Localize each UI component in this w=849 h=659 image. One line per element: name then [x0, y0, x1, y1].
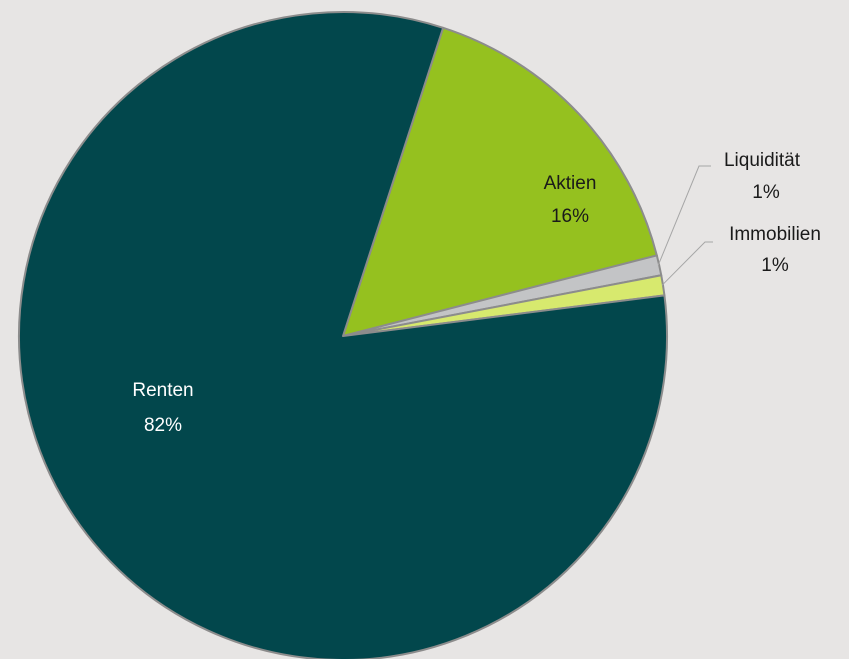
pie-slice-aktien [342, 26, 658, 337]
pie-slices [18, 11, 668, 659]
pie-slice-renten [18, 11, 668, 659]
slice-label-name-aktien: Aktien [544, 173, 597, 194]
leader-line-liquiditt [657, 165, 711, 266]
slice-label-value-renten: 82% [144, 415, 182, 436]
leader-line-immobilien [661, 241, 713, 286]
slice-label-name-renten: Renten [132, 380, 193, 401]
slice-label-name-liquiditaet: Liquidität [724, 150, 801, 171]
slice-label-value-aktien: 16% [551, 206, 589, 227]
leader-lines [657, 165, 713, 286]
slice-label-name-immobilien: Immobilien [729, 224, 821, 245]
slice-label-value-liquiditaet: 1% [752, 182, 780, 203]
slice-label-value-immobilien: 1% [761, 255, 789, 276]
